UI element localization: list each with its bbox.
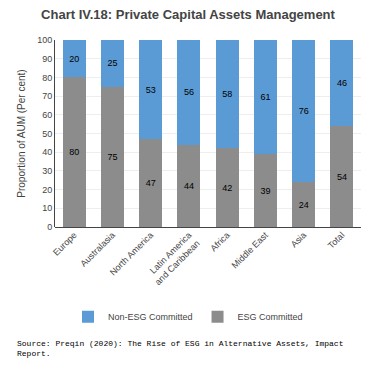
svg-text:76: 76 xyxy=(299,106,309,116)
svg-text:40: 40 xyxy=(42,147,52,157)
svg-text:25: 25 xyxy=(107,58,117,68)
svg-text:60: 60 xyxy=(42,110,52,120)
svg-text:North America: North America xyxy=(108,230,155,277)
svg-text:24: 24 xyxy=(299,200,309,210)
svg-text:Africa: Africa xyxy=(208,230,231,253)
svg-text:53: 53 xyxy=(146,85,156,95)
svg-text:20: 20 xyxy=(42,185,52,195)
svg-text:Australasia: Australasia xyxy=(78,230,117,269)
svg-text:54: 54 xyxy=(337,172,347,182)
svg-text:70: 70 xyxy=(42,91,52,101)
svg-text:Europe: Europe xyxy=(51,230,79,258)
svg-text:10: 10 xyxy=(42,203,52,213)
svg-text:Proportion of AUM (Per cent): Proportion of AUM (Per cent) xyxy=(16,69,27,197)
svg-text:0: 0 xyxy=(47,222,52,232)
svg-text:50: 50 xyxy=(42,129,52,139)
svg-text:Source: Preqin (2020): The Ris: Source: Preqin (2020): The Rise of ESG i… xyxy=(17,339,343,358)
svg-text:80: 80 xyxy=(42,73,52,83)
svg-text:46: 46 xyxy=(337,78,347,88)
svg-text:42: 42 xyxy=(222,183,232,193)
svg-text:Total: Total xyxy=(326,230,347,251)
svg-text:100: 100 xyxy=(37,35,52,45)
svg-text:Chart IV.18: Private Capital A: Chart IV.18: Private Capital Assets Mana… xyxy=(41,7,335,22)
svg-text:44: 44 xyxy=(184,181,194,191)
svg-text:Non-ESG Committed: Non-ESG Committed xyxy=(108,312,193,322)
svg-text:20: 20 xyxy=(69,54,79,64)
svg-text:75: 75 xyxy=(107,152,117,162)
svg-text:30: 30 xyxy=(42,166,52,176)
svg-text:58: 58 xyxy=(222,89,232,99)
svg-text:47: 47 xyxy=(146,178,156,188)
svg-text:39: 39 xyxy=(260,186,270,196)
svg-text:Asia: Asia xyxy=(289,230,308,249)
svg-text:56: 56 xyxy=(184,87,194,97)
svg-text:61: 61 xyxy=(260,92,270,102)
svg-text:80: 80 xyxy=(69,147,79,157)
svg-text:90: 90 xyxy=(42,54,52,64)
svg-text:Latin Americaand Caribbean: Latin Americaand Caribbean xyxy=(145,230,202,287)
svg-text:Middle East: Middle East xyxy=(230,230,271,271)
svg-text:ESG Committed: ESG Committed xyxy=(238,312,303,322)
